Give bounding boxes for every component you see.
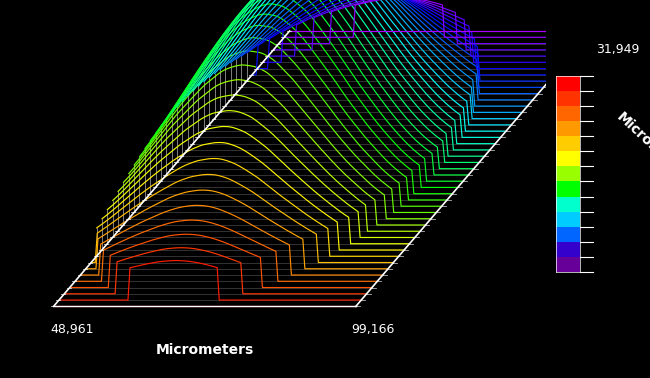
Bar: [556, 181, 580, 197]
Bar: [556, 227, 580, 242]
Bar: [556, 257, 580, 272]
Bar: [556, 242, 580, 257]
Bar: [556, 166, 580, 181]
Bar: [556, 106, 580, 121]
Bar: [556, 197, 580, 212]
Text: 48,961: 48,961: [51, 323, 94, 336]
Text: 99,166: 99,166: [351, 323, 395, 336]
Bar: [556, 151, 580, 166]
Text: 31,949: 31,949: [595, 43, 639, 56]
Bar: [556, 76, 580, 91]
Bar: [556, 91, 580, 106]
Bar: [556, 212, 580, 227]
Bar: [556, 121, 580, 136]
Text: Micrometers: Micrometers: [155, 343, 254, 357]
Text: Micrometers: Micrometers: [614, 110, 650, 187]
Bar: [556, 136, 580, 151]
